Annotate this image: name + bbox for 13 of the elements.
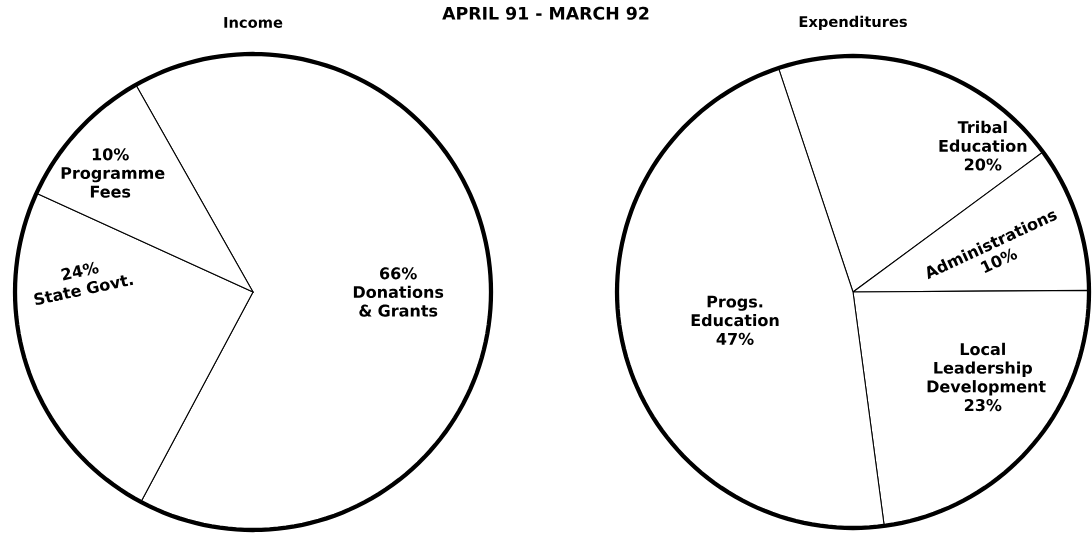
chart-title: Income [224, 17, 283, 28]
data-label: 66% [380, 267, 417, 280]
data-label: 10% [92, 148, 129, 161]
slice-label: Donations & Grants [353, 285, 444, 317]
text: APRIL 91 - MARCH 92 [442, 6, 649, 20]
slice-label: Progs. Education [691, 295, 779, 327]
chart-title: Expenditures [799, 15, 907, 30]
data-label: 47% [716, 332, 754, 345]
data-label: 20% [964, 158, 1002, 171]
data-label: 23% [964, 399, 1002, 412]
slice-label: Programme Fees [61, 167, 165, 198]
slice-label: Local Leadership Development [927, 342, 1046, 396]
slice-label: Tribal Education [939, 120, 1027, 152]
